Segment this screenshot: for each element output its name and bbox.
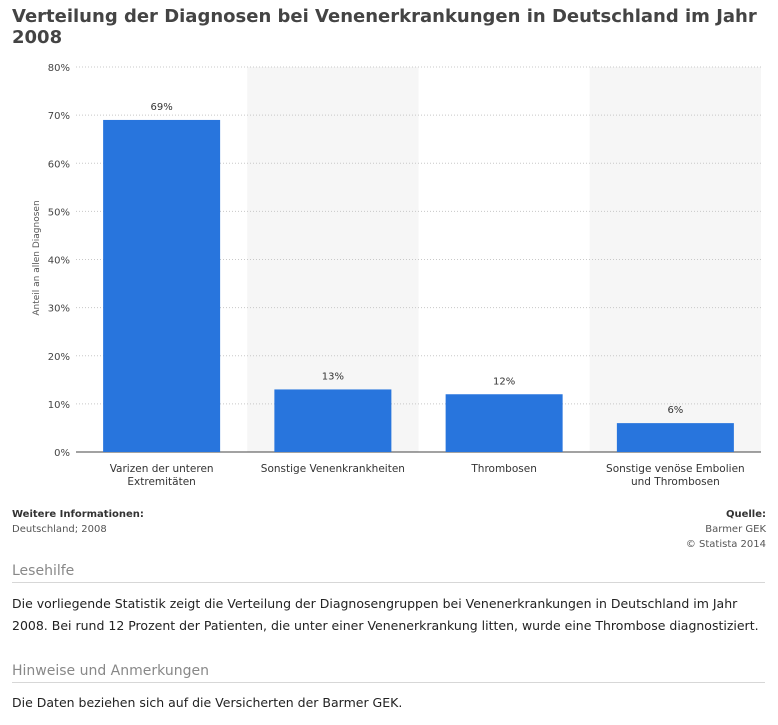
copyright: © Statista 2014 bbox=[685, 539, 766, 550]
chart-title: Verteilung der Diagnosen bei Venenerkran… bbox=[12, 6, 757, 48]
source-name: Barmer GEK bbox=[705, 524, 766, 535]
value-label: 6% bbox=[667, 405, 683, 416]
bar bbox=[274, 389, 392, 452]
hinweise-text: Die Daten beziehen sich auf die Versiche… bbox=[12, 695, 403, 710]
lesehilfe-heading: Lesehilfe bbox=[12, 563, 765, 583]
y-tick-label: 60% bbox=[48, 159, 70, 170]
x-tick-label-line: Sonstige Venenkrankheiten bbox=[261, 463, 405, 475]
y-tick-label: 40% bbox=[48, 256, 70, 267]
bars bbox=[103, 119, 734, 452]
further-info-text: Deutschland; 2008 bbox=[12, 524, 107, 535]
x-tick-label-line: Varizen der unteren bbox=[110, 463, 214, 475]
further-info: Weitere Informationen: Deutschland; 2008 bbox=[12, 507, 144, 537]
value-labels: 69% 13% 12% 6% bbox=[151, 102, 684, 416]
value-label: 69% bbox=[151, 102, 173, 113]
x-tick-label: Thrombosen bbox=[470, 463, 536, 475]
bar-chart: 0% 10% 20% 30% 40% 50% 60% 70% 80% 69% 13% 12% 6% V… bbox=[32, 63, 761, 488]
column-band bbox=[247, 67, 419, 452]
y-tick-label: 50% bbox=[48, 207, 70, 218]
x-axis-labels: Varizen der unteren Extremitäten Sonstige … bbox=[110, 463, 745, 488]
bar bbox=[103, 119, 221, 452]
alternating-bands bbox=[247, 67, 761, 452]
bar bbox=[445, 394, 563, 452]
x-tick-label: Sonstige Venenkrankheiten bbox=[261, 463, 405, 475]
y-axis-ticks: 0% 10% 20% 30% 40% 50% 60% 70% 80% bbox=[48, 63, 70, 459]
y-tick-label: 20% bbox=[48, 352, 70, 363]
y-axis-title: Anteil an allen Diagnosen bbox=[32, 200, 42, 315]
y-tick-label: 70% bbox=[48, 111, 70, 122]
x-tick-label: Varizen der unteren Extremitäten bbox=[110, 463, 214, 488]
lesehilfe-text: Die vorliegende Statistik zeigt die Vert… bbox=[12, 596, 759, 633]
y-tick-label: 30% bbox=[48, 304, 70, 315]
y-tick-label: 80% bbox=[48, 63, 70, 74]
x-tick-label-line: und Thrombosen bbox=[631, 476, 720, 488]
column-band bbox=[589, 67, 761, 452]
y-tick-label: 10% bbox=[48, 400, 70, 411]
x-tick-label-line: Sonstige venöse Embolien bbox=[606, 463, 745, 475]
bar bbox=[616, 423, 734, 452]
x-tick-label-line: Thrombosen bbox=[470, 463, 536, 475]
x-tick-label: Sonstige venöse Embolien und Thrombosen bbox=[606, 463, 745, 488]
source-heading: Quelle: bbox=[725, 509, 766, 520]
source-info: Quelle: Barmer GEK © Statista 2014 bbox=[686, 507, 766, 552]
y-tick-label: 0% bbox=[54, 448, 70, 459]
value-label: 13% bbox=[322, 371, 344, 382]
hinweise-heading: Hinweise und Anmerkungen bbox=[12, 663, 765, 683]
further-info-heading: Weitere Informationen: bbox=[12, 509, 144, 520]
x-tick-label-line: Extremitäten bbox=[127, 476, 195, 488]
value-label: 12% bbox=[493, 376, 515, 387]
